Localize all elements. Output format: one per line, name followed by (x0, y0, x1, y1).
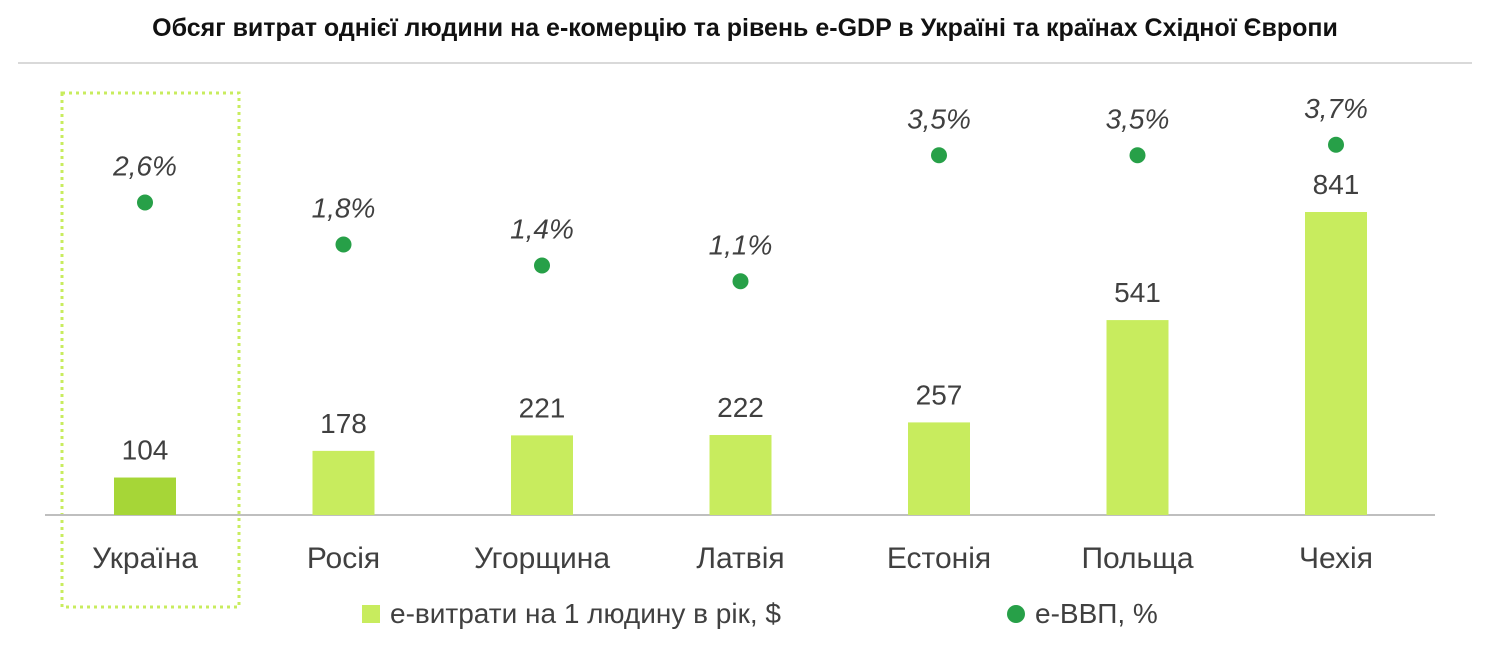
egdp-dot-3 (732, 273, 749, 290)
bar-5 (1106, 320, 1169, 515)
bar-1 (312, 450, 375, 515)
egdp-value-label-1: 1,8% (312, 193, 376, 224)
legend-dot-marker (1007, 605, 1025, 623)
legend-item-dots: e-ВВП, % (1007, 598, 1158, 630)
x-tick-label-2: Угорщина (474, 542, 610, 575)
bar-value-label-0: 104 (122, 435, 169, 466)
bar-2 (511, 435, 573, 515)
bar-0 (114, 477, 176, 515)
bar-3 (709, 435, 772, 515)
bar-value-label-1: 178 (320, 408, 367, 439)
egdp-value-label-2: 1,4% (510, 214, 574, 245)
chart-title: Обсяг витрат однієї людини на е-комерцію… (152, 14, 1338, 42)
bar-4 (908, 422, 970, 515)
highlight-box-ukraine (60, 91, 241, 609)
legend-bar-swatch (362, 605, 380, 623)
x-tick-label-4: Естонія (887, 542, 991, 575)
egdp-dot-6 (1328, 136, 1344, 153)
title-divider (18, 62, 1472, 64)
x-tick-label-1: Росія (307, 542, 380, 575)
egdp-value-label-3: 1,1% (709, 229, 773, 260)
egdp-dot-2 (534, 257, 550, 274)
bar-value-label-6: 841 (1313, 169, 1360, 200)
x-tick-label-3: Латвія (696, 542, 784, 575)
egdp-dot-1 (335, 236, 352, 253)
egdp-dot-0 (137, 194, 153, 211)
egdp-value-label-0: 2,6% (112, 151, 177, 182)
x-tick-label-6: Чехія (1299, 542, 1373, 575)
legend-bars-label: е-витрати на 1 людину в рік, $ (390, 598, 781, 629)
bar-6 (1305, 212, 1367, 515)
egdp-value-label-5: 3,5% (1106, 103, 1170, 134)
bar-value-label-5: 541 (1114, 277, 1161, 308)
egdp-dot-4 (931, 147, 947, 164)
bar-value-label-4: 257 (916, 379, 963, 410)
egdp-value-label-6: 3,7% (1304, 93, 1368, 124)
x-tick-label-5: Польща (1081, 542, 1193, 575)
bar-value-label-2: 221 (519, 392, 566, 423)
bar-value-label-3: 222 (717, 392, 764, 423)
legend-dots-label: e-ВВП, % (1035, 598, 1158, 629)
x-tick-label-0: Україна (92, 542, 198, 575)
legend-item-bars: е-витрати на 1 людину в рік, $ (362, 598, 781, 630)
egdp-dot-5 (1129, 147, 1146, 164)
egdp-value-label-4: 3,5% (907, 103, 971, 134)
